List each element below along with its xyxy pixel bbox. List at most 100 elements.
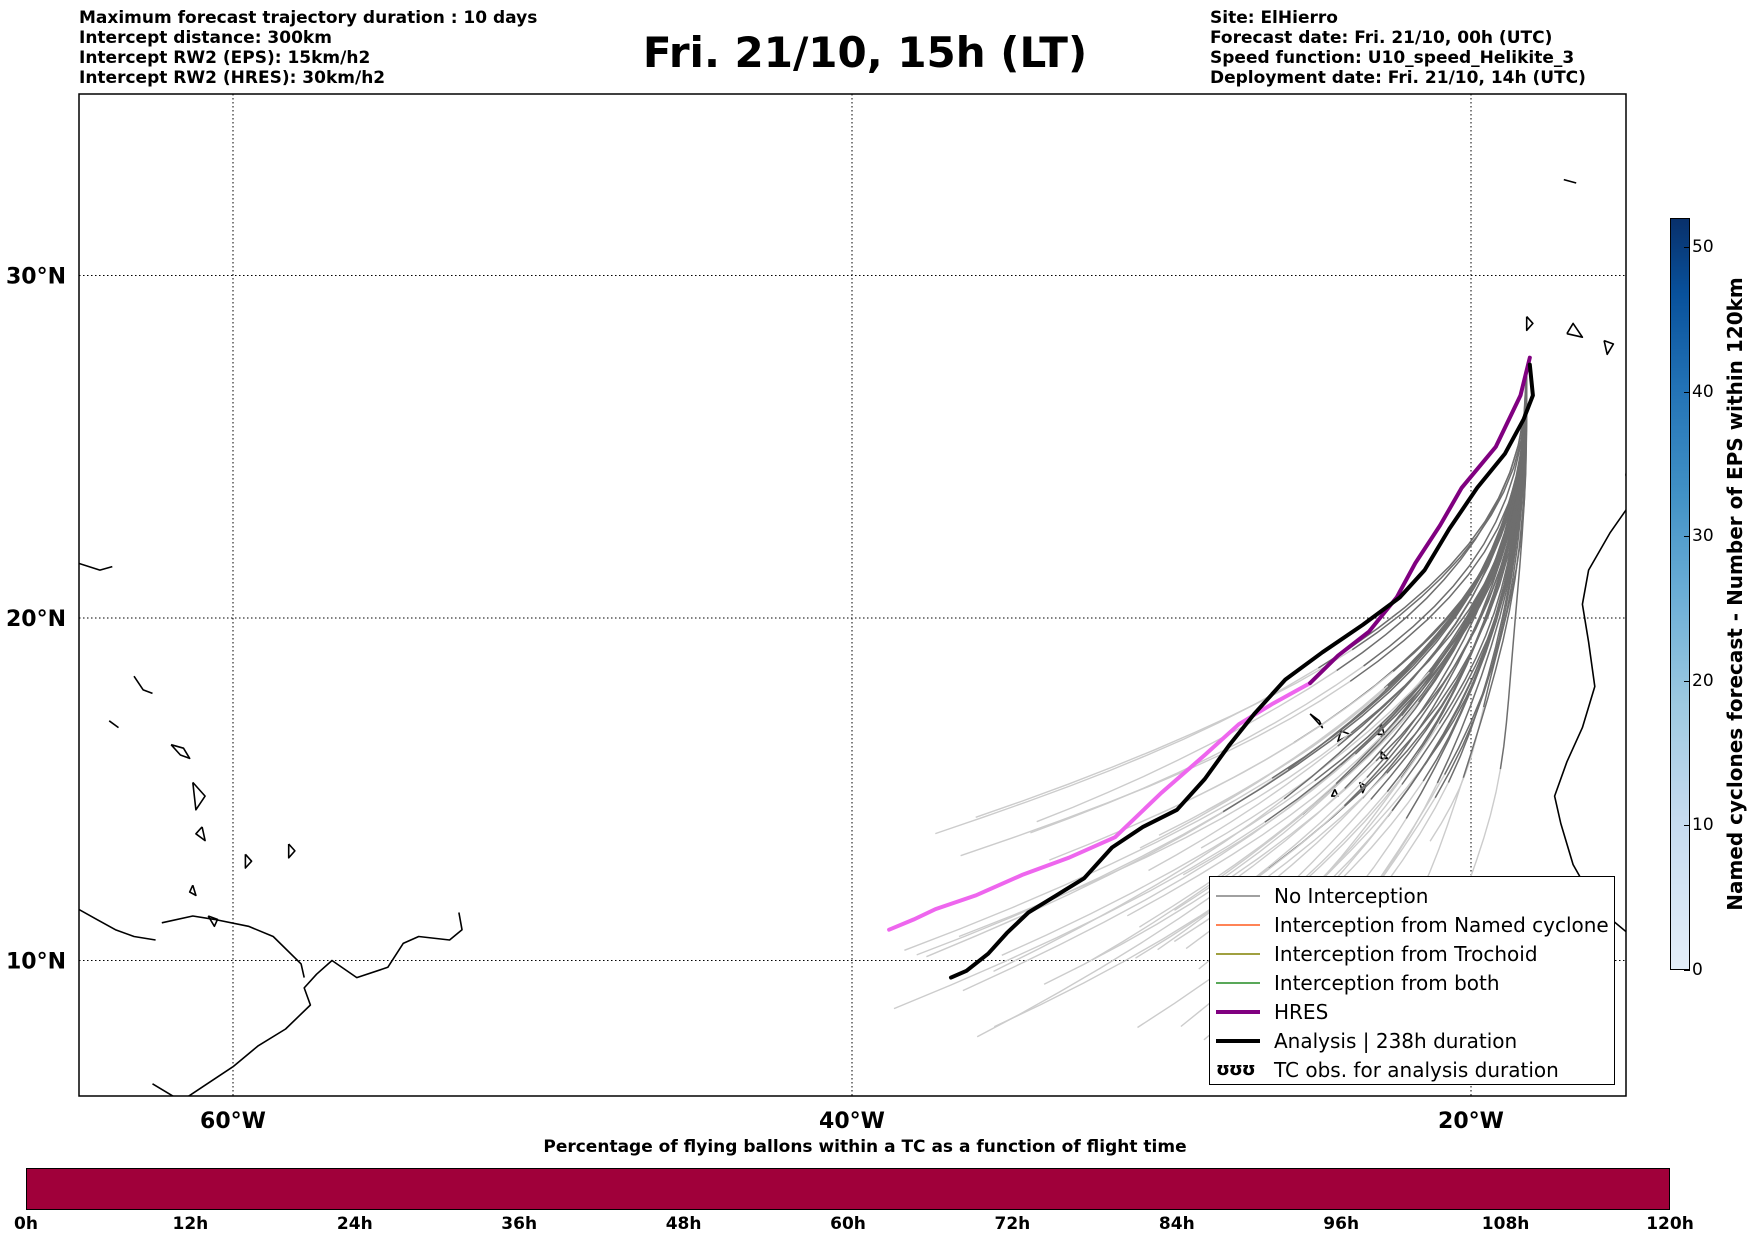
coastline: [192, 781, 206, 811]
coastline: [1566, 322, 1584, 338]
latitude-labels: 30°N 20°N 10°N: [6, 265, 66, 975]
percentage-bar: [26, 1168, 1670, 1210]
coastline: [207, 915, 219, 928]
hres-track-near: [1308, 355, 1532, 686]
time-label: 0h: [14, 1214, 38, 1234]
eps-track-far: [1157, 777, 1368, 951]
legend-line-swatch: [1216, 1038, 1260, 1043]
legend-label: Interception from Trochoid: [1274, 941, 1538, 966]
coastline: [79, 562, 113, 571]
deployment-date-text: Deployment date: Fri. 21/10, 14h (UTC): [1210, 68, 1586, 88]
lat-label: 10°N: [6, 950, 66, 975]
coastline: [244, 853, 253, 869]
legend-label: TC obs. for analysis duration: [1274, 1057, 1559, 1082]
time-label: 48h: [665, 1214, 702, 1234]
speed-function-text: Speed function: U10_speed_Helikite_3: [1210, 48, 1575, 68]
tc-obs-icon: ʊʊʊ: [1216, 1059, 1256, 1080]
coastline: [133, 675, 153, 695]
colorbar-tick-label: 50: [1692, 236, 1714, 257]
analysis-track: [949, 362, 1535, 980]
legend-line-swatch: [1216, 894, 1260, 897]
legend-item-both: Interception from both: [1210, 968, 1614, 997]
colorbar-tick-label: 20: [1692, 670, 1714, 691]
time-label: 84h: [1158, 1214, 1195, 1234]
colorbar-tick-mark: [1684, 246, 1690, 248]
colorbar-tick-mark: [1684, 536, 1690, 538]
eps-track-far: [1148, 745, 1339, 872]
eps-track-far: [1182, 753, 1356, 876]
eps-track-near: [1354, 367, 1528, 755]
time-label: 36h: [501, 1214, 538, 1234]
coastline: [170, 743, 191, 760]
legend-item-analysis: Analysis | 238h duration: [1210, 1026, 1614, 1055]
time-label: 96h: [1323, 1214, 1360, 1234]
legend-item-tc-obs: ʊʊʊ TC obs. for analysis duration: [1210, 1055, 1614, 1084]
forecast-date-text: Forecast date: Fri. 21/10, 00h (UTC): [1210, 28, 1553, 48]
time-label: 120h: [1646, 1214, 1694, 1234]
coastline: [1563, 178, 1577, 184]
legend-label: No Interception: [1274, 883, 1429, 908]
eps-track-far: [1263, 701, 1420, 845]
eps-track-far: [975, 649, 1353, 818]
coastline: [1525, 316, 1534, 332]
coastline: [108, 720, 119, 729]
colorbar-tick-mark: [1684, 680, 1690, 682]
eps-track-far: [1206, 685, 1389, 812]
map-legend: No Interception Interception from Named …: [1209, 876, 1615, 1085]
header-right-info: Site: ElHierro Forecast date: Fri. 21/10…: [1210, 8, 1586, 88]
lon-label: 40°W: [819, 1109, 885, 1134]
legend-line-swatch: [1216, 952, 1260, 955]
site-text: Site: ElHierro: [1210, 8, 1338, 28]
legend-label: Interception from both: [1274, 970, 1500, 995]
legend-line-swatch: [1216, 923, 1260, 926]
main-title: Fri. 21/10, 15h (LT): [642, 28, 1088, 77]
colorbar-tick-label: 0: [1692, 960, 1703, 980]
eps-track-far: [1429, 706, 1485, 842]
eps-track-near: [1317, 367, 1528, 669]
time-label: 12h: [172, 1214, 209, 1234]
intercept-rw2-eps-text: Intercept RW2 (EPS): 15km/h2: [79, 48, 371, 68]
coastline: [187, 912, 463, 1096]
eps-track-near: [1363, 367, 1528, 667]
colorbar-tick-mark: [1684, 825, 1690, 827]
coastline: [79, 908, 156, 941]
time-label: 24h: [336, 1214, 373, 1234]
percentage-bar-title: Percentage of flying ballons within a TC…: [543, 1137, 1187, 1157]
time-label: 72h: [994, 1214, 1031, 1234]
lat-label: 20°N: [6, 607, 66, 632]
legend-label: HRES: [1274, 999, 1329, 1024]
eps-track-far: [1126, 736, 1382, 917]
legend-line-swatch: [1216, 981, 1260, 984]
intercept-distance-text: Intercept distance: 300km: [79, 28, 332, 48]
eps-track-far: [1001, 780, 1316, 956]
coastline: [161, 915, 305, 978]
legend-item-hres: HRES: [1210, 997, 1614, 1026]
colorbar-tick-label: 30: [1692, 526, 1714, 547]
coastline: [1603, 339, 1615, 356]
coastline: [1330, 788, 1339, 797]
header-left-info: Maximum forecast trajectory duration : 1…: [79, 8, 537, 88]
lat-label: 30°N: [6, 265, 66, 290]
coastline: [1644, 169, 1663, 176]
colorbar-tick-label: 10: [1692, 815, 1714, 836]
legend-line-swatch: [1216, 1009, 1260, 1014]
eps-track-far: [904, 777, 1273, 951]
max-duration-text: Maximum forecast trajectory duration : 1…: [79, 8, 538, 28]
coastline: [1337, 730, 1352, 743]
eps-track-near: [1222, 367, 1528, 813]
eps-track-far: [976, 787, 1346, 1038]
legend-label: Analysis | 238h duration: [1274, 1028, 1518, 1053]
colorbar-title: Named cyclones forecast - Number of EPS …: [1723, 277, 1747, 911]
coastline: [152, 1083, 175, 1096]
eps-track-near: [1443, 367, 1528, 775]
colorbar-tick-mark: [1684, 970, 1690, 971]
coastline: [1309, 713, 1324, 729]
legend-item-no-interception: No Interception: [1210, 881, 1614, 910]
eps-track-far: [1157, 670, 1394, 816]
lon-label: 20°W: [1438, 1109, 1504, 1134]
lon-label: 60°W: [200, 1109, 266, 1134]
legend-label: Interception from Named cyclone: [1274, 912, 1609, 937]
intercept-rw2-hres-text: Intercept RW2 (HRES): 30km/h2: [79, 68, 386, 88]
legend-item-trochoid: Interception from Trochoid: [1210, 939, 1614, 968]
